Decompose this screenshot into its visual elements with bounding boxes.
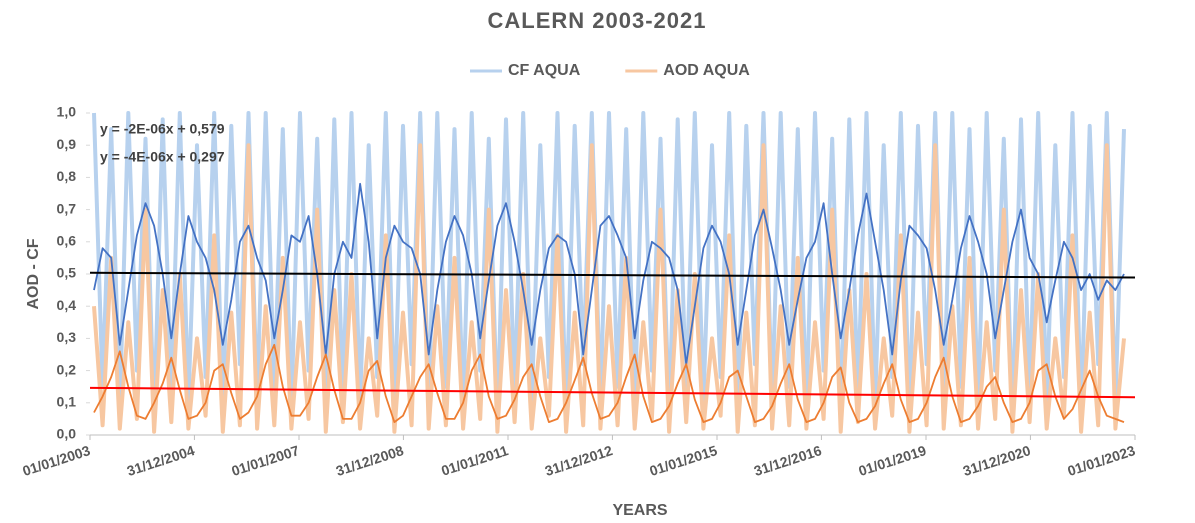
- trendline-equation: y = -4E-06x + 0,297: [100, 149, 225, 165]
- y-tick-label: 0,8: [57, 168, 77, 184]
- y-axis-title: AOD - CF: [25, 238, 42, 309]
- y-tick-label: 0,3: [57, 329, 77, 345]
- legend-label: CF AQUA: [508, 62, 581, 79]
- y-tick-label: 0,4: [57, 297, 77, 313]
- chart-title: CALERN 2003-2021: [488, 8, 707, 33]
- trendline: [89, 271, 1136, 279]
- y-tick-label: 0,5: [57, 265, 77, 281]
- series-line: [92, 143, 1126, 434]
- y-tick-label: 1,0: [57, 104, 77, 120]
- y-tick-label: 0,9: [57, 136, 77, 152]
- trendline: [89, 386, 1136, 399]
- x-tick-label: 31/12/2012: [543, 442, 615, 479]
- series-line: [93, 182, 1125, 366]
- x-tick-label: 01/01/2019: [856, 442, 928, 479]
- x-tick-label: 31/12/2004: [125, 442, 197, 479]
- x-tick-label: 01/01/2011: [439, 442, 510, 479]
- x-tick-label: 01/01/2007: [229, 442, 301, 479]
- x-tick-label: 31/12/2016: [752, 442, 824, 479]
- y-tick-label: 0,6: [57, 233, 77, 249]
- x-tick-label: 31/12/2008: [334, 442, 406, 479]
- x-tick-label: 31/12/2020: [961, 442, 1033, 479]
- x-tick-label: 01/01/2015: [647, 442, 719, 479]
- y-tick-label: 0,0: [57, 426, 77, 442]
- series-line: [92, 111, 1126, 421]
- x-axis-title: YEARS: [612, 502, 667, 519]
- legend-label: AOD AQUA: [663, 62, 750, 79]
- series-line: [93, 343, 1125, 424]
- trendline-equation: y = -2E-06x + 0,579: [100, 121, 225, 137]
- y-tick-label: 0,7: [57, 200, 77, 216]
- y-tick-label: 0,1: [57, 394, 77, 410]
- x-tick-label: 01/01/2003: [20, 442, 92, 479]
- x-tick-label: 01/01/2023: [1065, 442, 1137, 479]
- y-tick-label: 0,2: [57, 361, 77, 377]
